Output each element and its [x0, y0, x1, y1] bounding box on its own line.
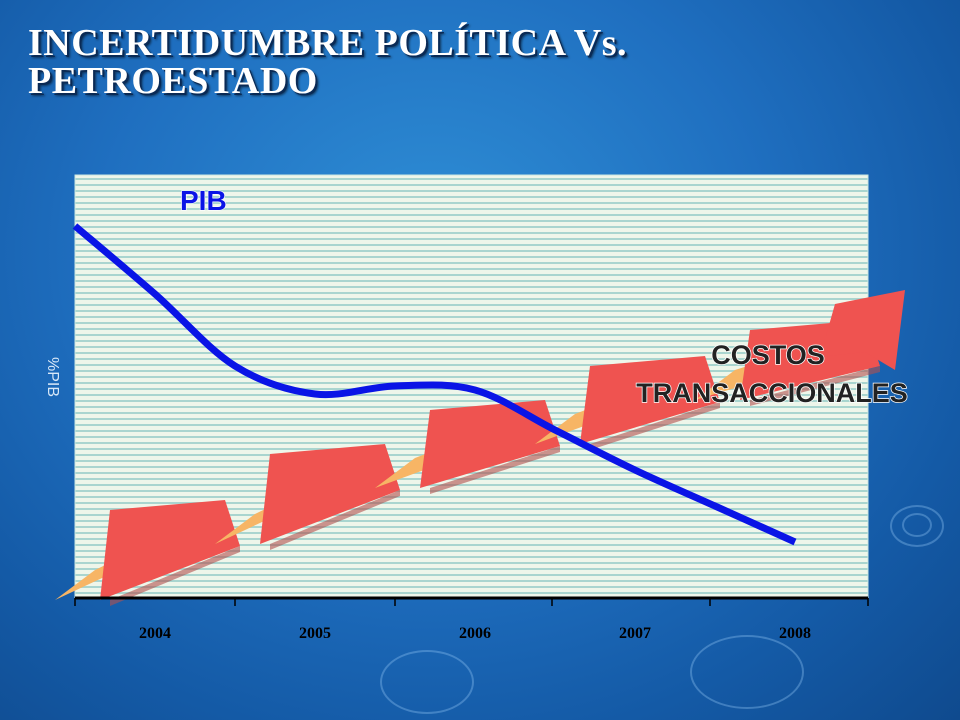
ripple-decoration [380, 650, 474, 714]
y-axis-label: %PIB [44, 357, 61, 398]
arrow-step-front [580, 356, 720, 444]
x-tick-label: 2005 [299, 625, 331, 642]
pib-label: PIB [180, 185, 227, 216]
x-tick-label: 2007 [619, 625, 651, 642]
ripple-decoration [902, 513, 932, 537]
arrow-step-shadow [430, 446, 560, 494]
arrow-step-shadow [590, 402, 720, 450]
pib-line [72, 223, 797, 546]
x-axis [74, 596, 869, 606]
arrow-step-shadow [270, 490, 400, 550]
x-tick-label: 2008 [779, 625, 811, 642]
title-line-1: INCERTIDUMBRE POLÍTICA Vs. [28, 22, 628, 64]
x-tick-label: 2004 [139, 625, 171, 642]
arrow-head [820, 290, 905, 370]
costos-arrow [55, 290, 905, 606]
slide-title: INCERTIDUMBRE POLÍTICA Vs. PETROESTADO [28, 24, 627, 100]
arrow-step-shadow [110, 546, 240, 606]
arrow-step-front [100, 500, 240, 600]
costos-label-line-2: TRANSACCIONALES [636, 378, 908, 408]
ripple-decoration [890, 505, 944, 547]
arrow-step-front [260, 444, 400, 544]
title-line-2: PETROESTADO [28, 60, 318, 102]
costos-label-line-1: COSTOS [711, 340, 825, 370]
x-tick-label: 2006 [459, 625, 491, 642]
arrow-step-shadow [750, 366, 880, 406]
arrow-step-front [420, 400, 560, 488]
ripple-decoration [690, 635, 804, 709]
